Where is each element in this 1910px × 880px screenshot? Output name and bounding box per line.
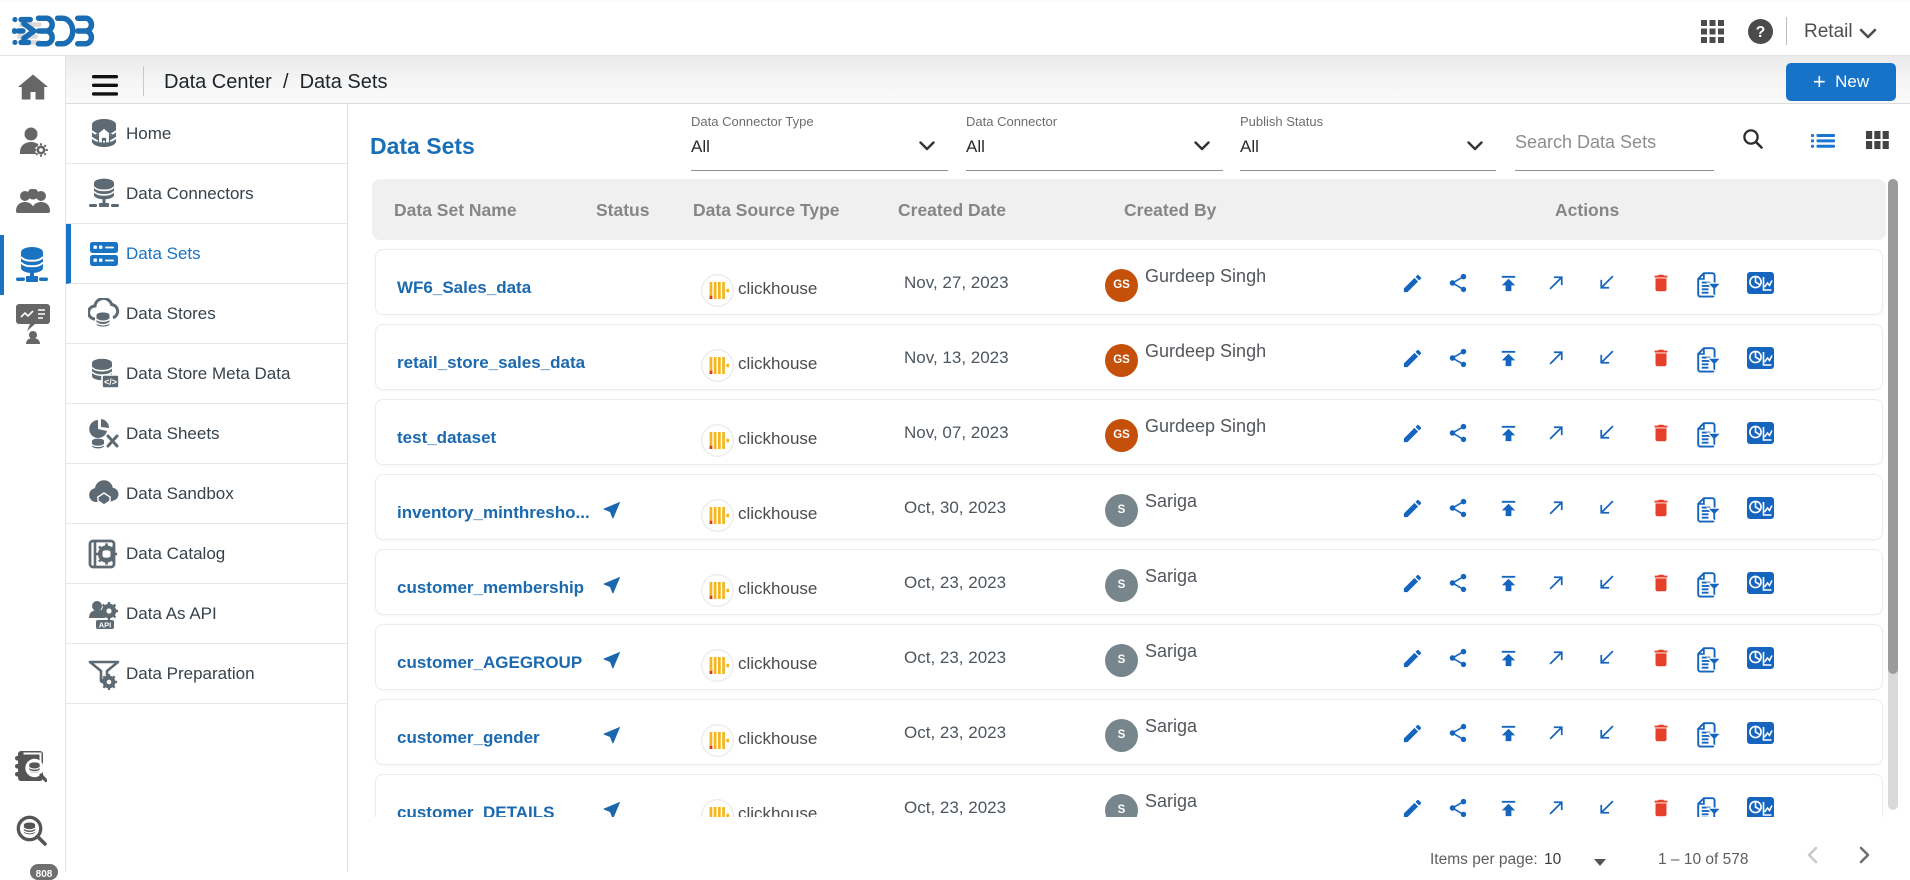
svg-text:?: ? <box>1756 24 1766 41</box>
svg-text:808: 808 <box>36 869 53 880</box>
svg-text:API: API <box>99 621 112 630</box>
svg-text:</>: </> <box>104 377 117 387</box>
